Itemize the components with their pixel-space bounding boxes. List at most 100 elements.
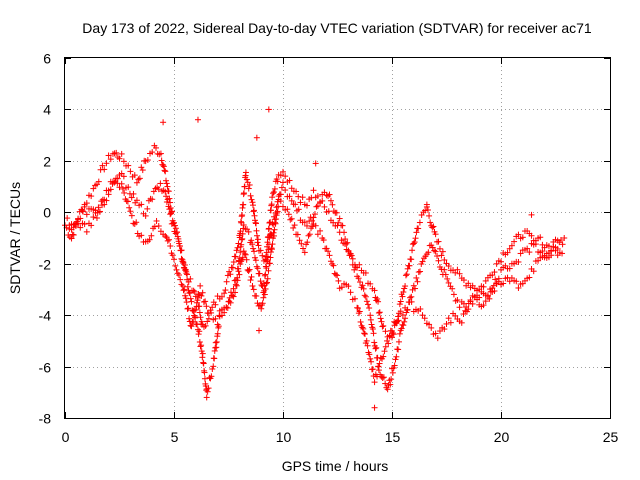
data-point-track-2 — [363, 298, 370, 305]
data-point-track-3 — [375, 363, 382, 370]
data-point-track-1 — [438, 252, 445, 259]
data-point-track-3 — [253, 292, 260, 299]
data-point-track-1 — [274, 178, 281, 185]
data-point-track-2 — [77, 215, 84, 222]
data-point-track-2 — [204, 388, 211, 395]
data-point-track-2 — [368, 321, 375, 328]
data-point-track-2 — [250, 245, 257, 252]
data-point-track-3 — [338, 284, 345, 291]
data-point-track-3 — [194, 297, 201, 304]
data-point-track-1 — [399, 293, 406, 300]
data-point-track-2 — [361, 292, 368, 299]
axis-ticks — [65, 58, 611, 419]
data-point-track-2 — [441, 266, 448, 273]
data-point-track-1 — [249, 202, 256, 209]
data-point-track-3 — [524, 245, 531, 252]
data-point-track-2 — [288, 197, 295, 204]
data-point-track-3 — [267, 254, 274, 261]
data-point-track-3 — [548, 247, 555, 254]
data-point-track-3 — [265, 267, 272, 274]
data-point-track-2 — [434, 253, 441, 260]
data-point-track-1 — [489, 272, 496, 279]
data-point-track-1 — [248, 196, 255, 203]
data-point-track-3 — [274, 208, 281, 215]
data-point-track-3 — [434, 335, 441, 342]
data-point-track-1 — [427, 219, 434, 226]
data-point-track-1 — [378, 318, 385, 325]
data-point-track-1 — [282, 173, 289, 180]
data-point-track-1 — [212, 301, 219, 308]
data-point-track-3 — [277, 198, 284, 205]
data-point-track-3 — [486, 295, 493, 302]
data-point-track-3 — [237, 261, 244, 268]
data-point-track-3 — [515, 258, 522, 265]
data-point-track-2 — [176, 240, 183, 247]
data-point-track-2 — [197, 343, 204, 350]
data-point-track-3 — [267, 249, 274, 256]
data-point-track-3 — [148, 232, 155, 239]
data-point-track-3 — [133, 219, 140, 226]
data-point-track-2 — [369, 326, 376, 333]
data-point-track-3 — [203, 303, 210, 310]
data-point-track-1 — [411, 239, 418, 246]
data-point-track-1 — [240, 201, 247, 208]
data-point-isolated — [265, 106, 272, 113]
data-point-track-2 — [254, 265, 261, 272]
data-point-track-2 — [559, 250, 566, 257]
data-point-track-3 — [239, 254, 246, 261]
data-point-track-1 — [416, 219, 423, 226]
data-point-track-1 — [293, 188, 300, 195]
data-point-isolated — [371, 404, 378, 411]
data-point-track-1 — [424, 207, 431, 214]
data-point-track-3 — [182, 292, 189, 299]
data-point-track-2 — [348, 252, 355, 259]
grid-lines — [65, 58, 610, 418]
data-point-track-1 — [277, 172, 284, 179]
data-point-track-2 — [133, 197, 140, 204]
data-point-track-3 — [155, 222, 162, 229]
data-point-track-2 — [201, 375, 208, 382]
y-tick-label: -2 — [39, 257, 52, 273]
data-point-track-2 — [370, 330, 377, 337]
data-point-track-3 — [356, 308, 363, 315]
data-point-track-2 — [238, 241, 245, 248]
data-point-track-1 — [253, 220, 260, 227]
data-point-track-1 — [232, 253, 239, 260]
data-point-track-1 — [314, 192, 321, 199]
data-point-track-2 — [395, 346, 402, 353]
data-point-track-2 — [530, 268, 537, 275]
data-point-track-1 — [161, 167, 168, 174]
data-point-track-2 — [183, 270, 190, 277]
data-point-track-3 — [233, 282, 240, 289]
data-point-isolated — [194, 116, 201, 123]
data-point-track-3 — [205, 315, 212, 322]
x-tick-label: 20 — [494, 429, 510, 445]
data-point-track-2 — [149, 196, 156, 203]
data-point-track-2 — [163, 193, 170, 200]
y-tick-label: -8 — [39, 411, 52, 427]
data-point-track-1 — [250, 207, 257, 214]
data-point-track-3 — [305, 232, 312, 239]
data-point-track-1 — [233, 247, 240, 254]
data-point-track-2 — [449, 285, 456, 292]
data-point-isolated — [256, 327, 263, 334]
data-point-track-2 — [212, 339, 219, 346]
data-point-track-3 — [325, 248, 332, 255]
data-point-track-2 — [317, 198, 324, 205]
data-point-track-3 — [171, 256, 177, 263]
data-point-track-3 — [263, 280, 270, 287]
data-point-track-3 — [367, 355, 374, 362]
data-point-track-3 — [157, 228, 164, 235]
data-point-track-3 — [247, 277, 254, 284]
data-point-track-2 — [396, 330, 403, 337]
data-point-track-1 — [377, 315, 384, 322]
y-tick-label: 6 — [43, 51, 51, 67]
data-point-track-2 — [170, 220, 177, 227]
data-point-track-1 — [445, 263, 452, 270]
data-point-track-1 — [482, 277, 489, 284]
data-point-track-3 — [88, 222, 95, 229]
data-point-track-3 — [261, 291, 268, 298]
data-point-track-2 — [155, 186, 162, 193]
data-point-track-3 — [363, 337, 370, 344]
data-point-track-2 — [175, 235, 182, 242]
